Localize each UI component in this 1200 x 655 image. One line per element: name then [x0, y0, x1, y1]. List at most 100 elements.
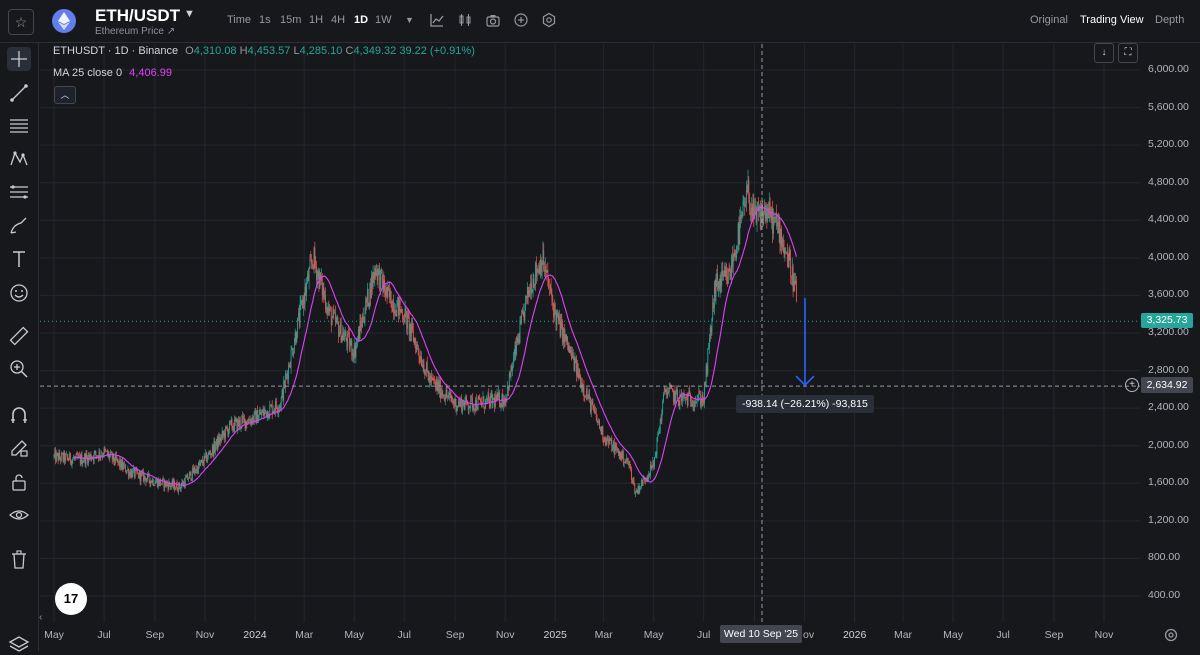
candle-body: [175, 488, 176, 490]
time-tick-label: May: [344, 629, 365, 641]
candle-body: [374, 267, 376, 279]
timeframe-1d[interactable]: 1D: [354, 14, 369, 26]
candle-body: [565, 334, 567, 342]
timeframe-1s[interactable]: 1s: [259, 14, 271, 26]
candle-body: [375, 270, 377, 276]
candle-body: [508, 373, 510, 391]
candle-body: [286, 374, 288, 376]
pair-title[interactable]: ETH/USDT: [95, 6, 180, 25]
axis-settings-gear-icon[interactable]: [1163, 627, 1179, 643]
candle-body: [264, 409, 266, 412]
candle-body: [496, 393, 498, 402]
candle-body: [107, 452, 109, 455]
camera-icon[interactable]: [485, 12, 501, 28]
brush-icon[interactable]: [7, 214, 31, 238]
candle-body: [753, 199, 755, 219]
candle-body: [476, 399, 477, 410]
candle-body: [736, 246, 738, 248]
tab-depth[interactable]: Depth: [1155, 14, 1185, 26]
download-icon[interactable]: ↓: [1094, 43, 1114, 63]
candle-body: [266, 411, 267, 418]
candle-body: [552, 300, 554, 304]
candle-body: [120, 459, 121, 467]
collapse-toolbar-arrow-icon[interactable]: ‹: [39, 612, 43, 623]
eye-icon[interactable]: [7, 503, 31, 527]
candle-body: [250, 419, 252, 424]
trend-line-icon[interactable]: [7, 81, 31, 105]
candle-body: [729, 270, 731, 276]
candle-body: [601, 426, 603, 435]
candle-body: [528, 290, 530, 297]
candle-body: [486, 397, 488, 400]
add-indicator-icon[interactable]: [513, 12, 529, 28]
indicator-chart-icon[interactable]: [429, 12, 445, 28]
layers-icon[interactable]: [7, 631, 31, 655]
emoji-icon[interactable]: [7, 281, 31, 305]
candle-body: [157, 480, 159, 488]
timeframe-15m[interactable]: 15m: [280, 14, 302, 26]
candle-body: [556, 314, 558, 325]
timeframe-1w[interactable]: 1W: [375, 14, 392, 26]
trash-icon[interactable]: [7, 548, 31, 572]
candle-type-icon[interactable]: [457, 12, 473, 28]
candle-body: [76, 453, 78, 455]
timeframe-1h[interactable]: 1H: [309, 14, 324, 26]
timeframe-more-caret-icon[interactable]: ▼: [405, 15, 414, 25]
candle-body: [156, 479, 158, 488]
candle-body: [310, 259, 312, 261]
pair-subtitle-link[interactable]: Ethereum Price ↗: [95, 26, 176, 37]
candle-body: [571, 349, 573, 359]
ruler-icon[interactable]: [7, 324, 31, 348]
tab-original[interactable]: Original: [1030, 14, 1068, 26]
zoom-in-icon[interactable]: [7, 357, 31, 381]
candle-body: [175, 482, 177, 489]
fullscreen-icon[interactable]: ⛶: [1118, 43, 1138, 63]
lock-icon[interactable]: [7, 470, 31, 494]
candle-body: [359, 321, 361, 340]
favorite-star-icon[interactable]: ☆: [8, 9, 34, 35]
candle-body: [595, 411, 596, 414]
candle-body: [216, 438, 217, 446]
candle-body: [631, 468, 632, 480]
timeframe-time[interactable]: Time: [227, 14, 252, 26]
candle-body: [707, 348, 709, 374]
candle-body: [682, 394, 684, 396]
candle-body: [349, 344, 351, 349]
candle-body: [257, 410, 258, 423]
tradingview-logo[interactable]: 17: [55, 583, 87, 615]
tab-trading-view[interactable]: Trading View: [1080, 14, 1144, 26]
candle-body: [227, 429, 229, 436]
candle-body: [730, 275, 732, 279]
timeframe-4h[interactable]: 4H: [331, 14, 346, 26]
candle-body: [430, 376, 431, 383]
candle-body: [143, 475, 145, 482]
candle-body: [410, 324, 412, 334]
legend-collapse-button[interactable]: ︿: [54, 86, 76, 104]
price-tick-label: 2,800.00: [1148, 363, 1189, 376]
fib-tool-icon[interactable]: [7, 180, 31, 204]
candle-body: [220, 436, 222, 442]
candle-body: [652, 460, 654, 466]
settings-gear-icon[interactable]: [541, 12, 557, 28]
candle-body: [694, 401, 696, 407]
pair-dropdown-caret-icon[interactable]: ▼: [184, 8, 195, 20]
crosshair-icon[interactable]: [7, 47, 31, 71]
candle-body: [336, 317, 338, 320]
add-alert-plus-icon[interactable]: +: [1125, 378, 1139, 392]
lock-pencil-icon[interactable]: [7, 436, 31, 460]
candle-body: [147, 473, 149, 475]
candle-body: [612, 448, 614, 451]
candle-body: [502, 394, 504, 407]
candle-body: [656, 437, 658, 455]
magnet-icon[interactable]: [7, 403, 31, 427]
candle-body: [572, 352, 574, 359]
candle-body: [626, 458, 627, 462]
candle-body: [553, 303, 554, 318]
candle-body: [120, 459, 122, 470]
candle-body: [258, 413, 260, 419]
candle-body: [701, 395, 703, 403]
horizontal-lines-icon[interactable]: [7, 114, 31, 138]
pattern-tool-icon[interactable]: [7, 147, 31, 171]
text-tool-icon[interactable]: [7, 247, 31, 271]
